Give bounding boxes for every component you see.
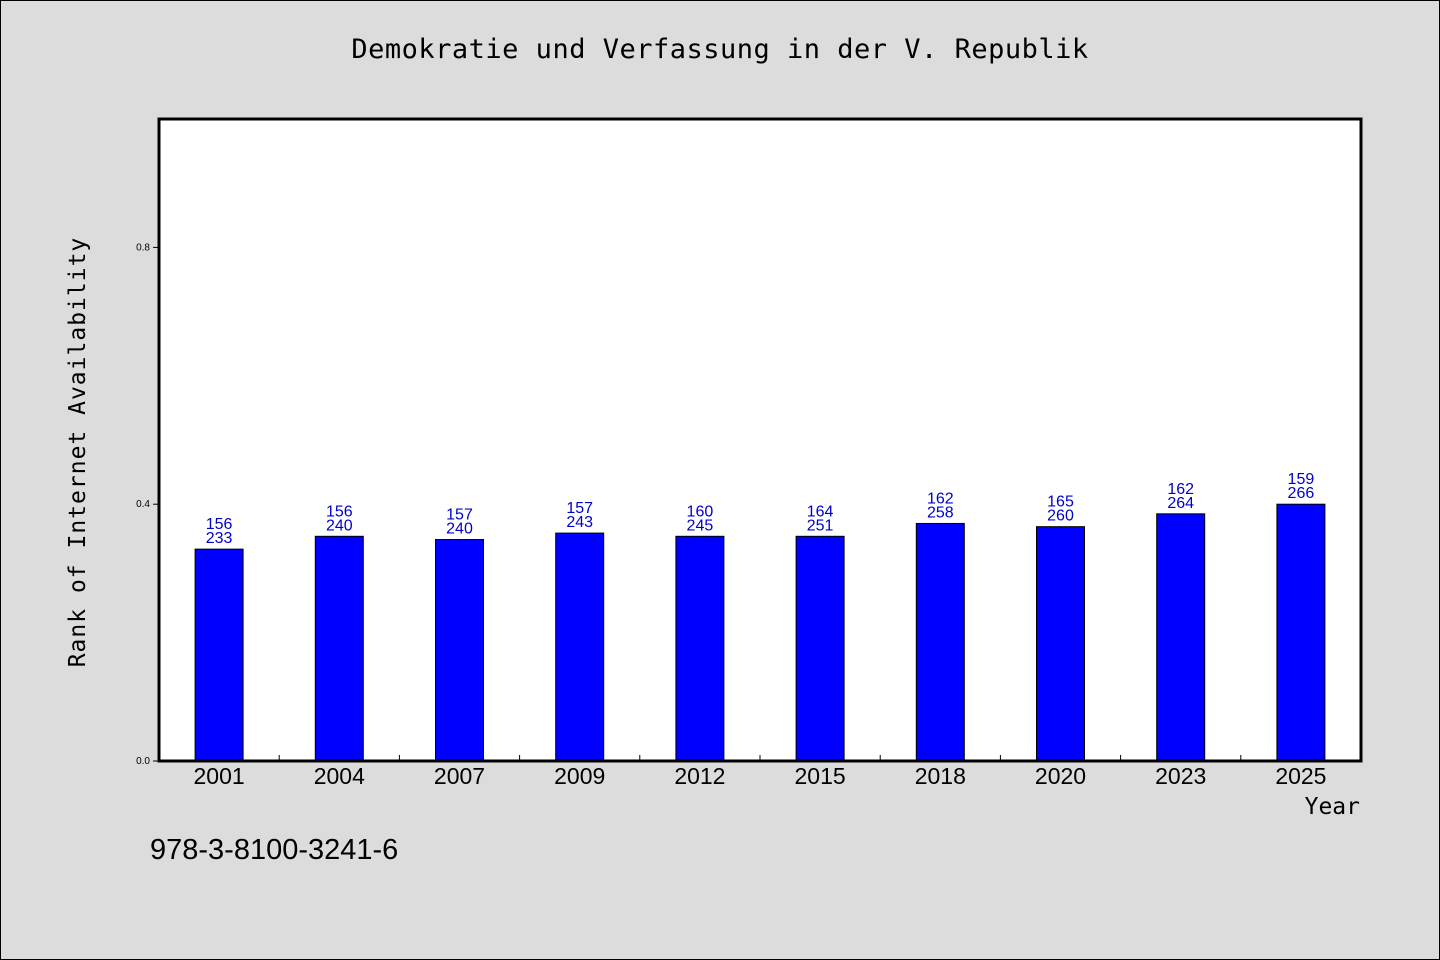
- y-tick-label: 0.0: [136, 756, 150, 767]
- data-label-upper: 159: [1288, 471, 1315, 488]
- data-label-lower: 264: [1167, 495, 1194, 512]
- data-label-lower: 240: [326, 517, 353, 534]
- data-label-lower: 245: [687, 517, 714, 534]
- x-tick-label: 2025: [1275, 763, 1326, 789]
- bar-2023: [1156, 513, 1206, 762]
- x-tick-label: 2004: [314, 763, 365, 789]
- data-label-lower: 251: [807, 517, 834, 534]
- bar-2001: [194, 548, 244, 762]
- y-tick-label: 0.4: [136, 499, 150, 510]
- data-label-upper: 157: [566, 500, 593, 517]
- data-label-lower: 243: [566, 514, 593, 531]
- data-label-lower: 266: [1288, 485, 1315, 502]
- plot-border: [157, 117, 1363, 763]
- bar-2007: [435, 539, 484, 762]
- x-tick-label: 2001: [194, 763, 245, 789]
- bar-2020: [1036, 526, 1085, 762]
- x-tick-label: 2009: [554, 763, 605, 789]
- data-label-upper: 157: [446, 507, 473, 524]
- isbn-footnote: 978-3-8100-3241-6: [150, 834, 399, 866]
- data-label-upper: 164: [807, 503, 834, 520]
- data-label-upper: 156: [206, 516, 233, 533]
- chart-title: Demokratie und Verfassung in der V. Repu…: [351, 34, 1089, 65]
- data-label-upper: 160: [687, 503, 714, 520]
- data-label-upper: 156: [326, 503, 353, 520]
- bar-2025: [1276, 503, 1326, 762]
- x-tick-label: 2023: [1155, 763, 1206, 789]
- bar-2004: [314, 535, 364, 762]
- data-label-upper: 165: [1047, 494, 1074, 511]
- data-label-lower: 260: [1047, 508, 1074, 525]
- y-tick-label: 0.8: [136, 242, 150, 253]
- bar-2009: [555, 532, 605, 762]
- data-label-lower: 258: [927, 504, 954, 521]
- data-label-lower: 240: [446, 521, 473, 538]
- x-tick-label: 2007: [434, 763, 485, 789]
- bar-2018: [915, 522, 965, 762]
- x-tick-label: 2020: [1035, 763, 1086, 789]
- x-tick-label: 2018: [915, 763, 966, 789]
- x-tick-label: 2012: [674, 763, 725, 789]
- data-label-upper: 162: [1167, 481, 1194, 498]
- data-label-upper: 162: [927, 490, 954, 507]
- bar-2012: [675, 535, 725, 762]
- x-tick-label: 2015: [795, 763, 846, 789]
- data-label-lower: 233: [206, 530, 233, 547]
- x-axis-label: Year: [1304, 794, 1360, 820]
- bar-2015: [795, 535, 845, 762]
